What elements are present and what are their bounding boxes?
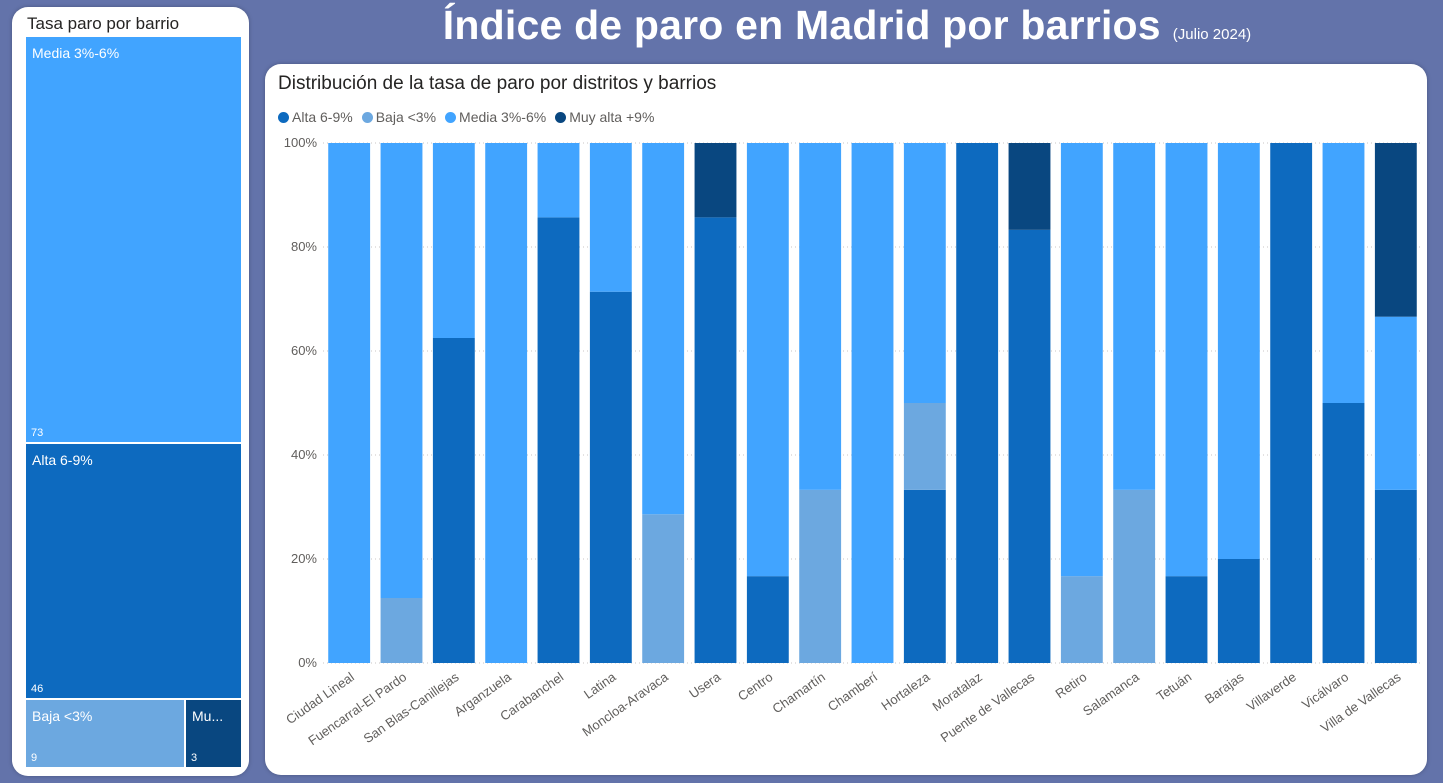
treemap-cell-value: 9 <box>31 752 38 764</box>
bar-segment[interactable] <box>642 514 685 663</box>
treemap-card: Tasa paro por barrio Media 3%-6% 73 Alta… <box>12 7 249 776</box>
bar-segment[interactable] <box>1374 489 1417 663</box>
legend-item-muy-alta[interactable]: Muy alta +9% <box>555 109 654 125</box>
x-tick-label: Villaverde <box>1244 669 1299 714</box>
bar-segment[interactable] <box>694 143 737 218</box>
bar-segment[interactable] <box>1060 576 1103 663</box>
legend-dot-icon <box>361 111 373 123</box>
treemap-cell-label: Alta 6-9% <box>32 452 93 468</box>
bar-segment[interactable] <box>380 598 423 663</box>
x-tick-label: Retiro <box>1053 669 1090 701</box>
x-tick-label: Tetuán <box>1154 669 1195 704</box>
dashboard-header: Índice de paro en Madrid por barrios (Ju… <box>262 2 1432 58</box>
x-tick-label: Puente de Vallecas <box>938 669 1038 745</box>
bar-segment[interactable] <box>903 143 946 403</box>
bar-segment[interactable] <box>589 143 632 292</box>
legend-label: Media 3%-6% <box>459 109 547 125</box>
bar-segment[interactable] <box>328 143 371 663</box>
y-tick-label: 40% <box>291 447 317 462</box>
legend-item-media[interactable]: Media 3%-6% <box>445 109 546 125</box>
bar-segment[interactable] <box>903 403 946 490</box>
treemap-title: Tasa paro por barrio <box>27 14 180 33</box>
legend-item-baja[interactable]: Baja <3% <box>361 109 437 125</box>
x-tick-label: Usera <box>686 669 724 702</box>
page-subtitle: (Julio 2024) <box>1172 26 1252 43</box>
treemap-cell-label: Mu... <box>192 708 224 724</box>
bar-segment[interactable] <box>1008 143 1051 230</box>
bar-segment[interactable] <box>1374 316 1417 490</box>
bar-segment[interactable] <box>432 143 475 338</box>
treemap-cell-label: Media 3%-6% <box>32 45 120 61</box>
bar-segment[interactable] <box>799 489 842 663</box>
treemap: Media 3%-6% 73 Alta 6-9% 46 Baja <3% 9 M… <box>26 37 241 767</box>
bar-segment[interactable] <box>694 217 737 664</box>
bar-segment[interactable] <box>799 143 842 490</box>
bar-segment[interactable] <box>537 217 580 664</box>
y-tick-label: 60% <box>291 343 317 358</box>
treemap-cell-media[interactable]: Media 3%-6% 73 <box>26 37 241 442</box>
bar-segment[interactable] <box>956 143 999 663</box>
x-tick-label: Latina <box>581 669 619 702</box>
bar-segment[interactable] <box>1008 229 1051 663</box>
x-tick-label: Moncloa-Aravaca <box>579 669 671 740</box>
x-tick-label: Hortaleza <box>878 669 933 714</box>
x-tick-label: San Blas-Canillejas <box>361 669 462 746</box>
bar-segment[interactable] <box>485 143 528 663</box>
x-tick-label: Centro <box>735 669 776 704</box>
y-tick-label: 0% <box>298 655 317 670</box>
bar-segment[interactable] <box>432 338 475 663</box>
x-tick-label: Fuencarral-El Pardo <box>305 669 409 748</box>
x-tick-label: Salamanca <box>1080 669 1143 719</box>
legend-dot-icon <box>445 111 457 123</box>
y-tick-label: 20% <box>291 551 317 566</box>
bar-segment[interactable] <box>1217 559 1260 663</box>
bar-segment[interactable] <box>1060 143 1103 577</box>
chart-legend: Alta 6-9% Baja <3% Media 3%-6% Muy alta … <box>278 108 663 126</box>
treemap-cell-value: 73 <box>31 427 44 439</box>
bar-segment[interactable] <box>1322 403 1365 663</box>
legend-dot-icon <box>278 111 289 123</box>
bar-segment[interactable] <box>1217 143 1260 559</box>
bar-segment[interactable] <box>851 143 894 663</box>
treemap-cell-value: 46 <box>31 683 44 695</box>
treemap-cell-label: Baja <3% <box>32 708 93 724</box>
legend-item-alta[interactable]: Alta 6-9% <box>278 109 353 125</box>
bar-segment[interactable] <box>1374 143 1417 317</box>
y-tick-label: 100% <box>284 135 318 150</box>
treemap-cell-value: 3 <box>191 752 198 764</box>
treemap-cell-baja[interactable]: Baja <3% 9 <box>26 700 184 767</box>
page-title: Índice de paro en Madrid por barrios <box>442 2 1161 48</box>
bar-segment[interactable] <box>589 291 632 663</box>
treemap-cell-alta[interactable]: Alta 6-9% 46 <box>26 444 241 698</box>
bar-segment[interactable] <box>1270 143 1313 663</box>
legend-label: Alta 6-9% <box>292 109 353 125</box>
bar-segment[interactable] <box>1165 143 1208 577</box>
legend-label: Baja <3% <box>375 109 437 125</box>
x-tick-label: Barajas <box>1202 669 1247 707</box>
bar-segment[interactable] <box>903 489 946 663</box>
chart-title: Distribución de la tasa de paro por dist… <box>278 73 717 94</box>
legend-dot-icon <box>555 111 567 123</box>
bar-segment[interactable] <box>642 143 685 515</box>
bar-segment[interactable] <box>1165 576 1208 663</box>
bar-segment[interactable] <box>1113 489 1156 663</box>
bar-segment[interactable] <box>1322 143 1365 403</box>
x-tick-label: Chamartín <box>770 669 828 716</box>
stacked-bar-chart: 0%20%40%60%80%100%Ciudad LinealFuencarra… <box>283 135 1422 748</box>
bar-segment[interactable] <box>746 143 789 577</box>
x-tick-label: Chamberí <box>825 669 881 714</box>
legend-label: Muy alta +9% <box>569 109 655 125</box>
treemap-cell-muy-alta[interactable]: Mu... 3 <box>186 700 241 767</box>
chart-card: Distribución de la tasa de paro por dist… <box>265 64 1427 775</box>
y-tick-label: 80% <box>291 239 317 254</box>
bar-segment[interactable] <box>380 143 423 598</box>
bar-segment[interactable] <box>537 143 580 218</box>
bar-segment[interactable] <box>746 576 789 663</box>
bar-segment[interactable] <box>1113 143 1156 490</box>
